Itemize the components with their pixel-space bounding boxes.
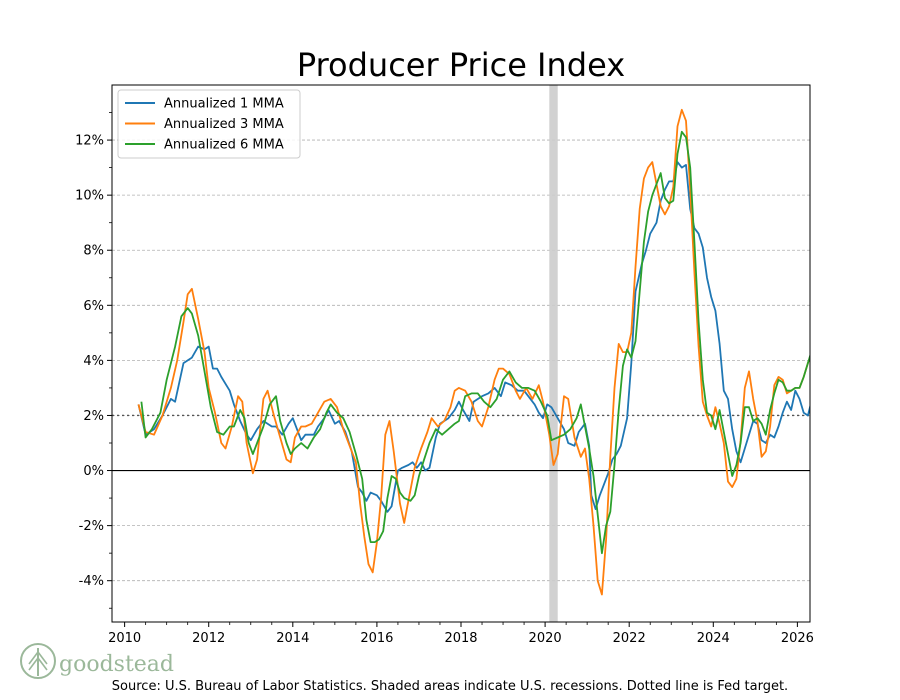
series-line-3	[140, 130, 810, 555]
y-tick-label: 6%	[83, 299, 104, 314]
source-note: Source: U.S. Bureau of Labor Statistics.…	[111, 679, 789, 694]
y-tick-label: -4%	[79, 574, 104, 589]
x-tick-label: 2012	[192, 631, 225, 646]
x-tick-label: 2020	[529, 631, 562, 646]
plot-area: 2010 2012 2014 2016 2018 2020 2022 2024 2026 -4% -…	[75, 84, 814, 646]
y-tick-label: 10%	[75, 189, 104, 204]
legend-label-3: Annualized 6 MMA	[164, 138, 284, 153]
y-tick-label: -2%	[79, 519, 104, 534]
brand-name: goodstead	[59, 652, 174, 677]
plot-frame	[111, 84, 811, 623]
legend-label-2: Annualized 3 MMA	[164, 117, 284, 132]
tree-icon	[20, 643, 56, 679]
y-tick-label: 2%	[83, 409, 104, 424]
x-tick-label: 2016	[360, 631, 393, 646]
x-tick-label: 2014	[276, 631, 309, 646]
series-group	[137, 108, 810, 596]
chart-title: Producer Price Index	[297, 46, 625, 84]
x-tick-label: 2026	[781, 631, 814, 646]
series-line-2	[137, 108, 810, 596]
x-tick-label: 2018	[444, 631, 477, 646]
x-tick-label: 2022	[613, 631, 646, 646]
y-tick-label: 4%	[83, 354, 104, 369]
legend: Annualized 1 MMA Annualized 3 MMA Annualiz…	[117, 89, 301, 159]
y-tick-label: 8%	[83, 244, 104, 259]
x-tick-label: 2024	[697, 631, 730, 646]
recession-band	[549, 85, 558, 622]
series-line-1	[137, 161, 810, 513]
x-tick-label: 2010	[108, 631, 141, 646]
brand-logo: goodstead	[20, 643, 174, 679]
legend-box	[117, 89, 301, 159]
legend-label-1: Annualized 1 MMA	[164, 97, 284, 112]
y-tick-label: 0%	[83, 464, 104, 479]
y-tick-label: 12%	[75, 134, 104, 149]
